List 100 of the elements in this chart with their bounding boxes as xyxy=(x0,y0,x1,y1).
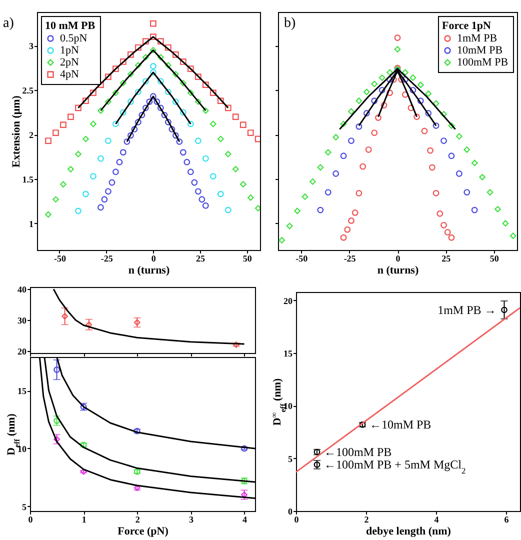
point xyxy=(128,70,134,78)
point xyxy=(417,82,424,88)
annotation: 1mM PB → xyxy=(438,302,496,317)
point xyxy=(202,202,209,209)
point xyxy=(471,206,478,214)
point xyxy=(82,98,89,104)
x-tick-label: 6 xyxy=(504,514,510,524)
point xyxy=(180,109,186,116)
point xyxy=(232,114,239,120)
point xyxy=(54,436,60,442)
point xyxy=(352,210,358,216)
point xyxy=(198,196,206,203)
point xyxy=(150,20,156,27)
point xyxy=(471,160,478,166)
point xyxy=(146,98,153,105)
point xyxy=(194,138,202,144)
point xyxy=(247,130,254,136)
point xyxy=(344,226,351,233)
point xyxy=(98,204,104,211)
point xyxy=(157,104,164,112)
point xyxy=(128,132,134,139)
legend-title: Force 1pN xyxy=(442,20,492,32)
point xyxy=(421,128,428,134)
point xyxy=(210,90,216,96)
point xyxy=(356,123,362,130)
point xyxy=(386,69,393,76)
point xyxy=(436,210,444,217)
point xyxy=(128,51,134,58)
point xyxy=(386,90,393,96)
legend-label: 0.5pN xyxy=(60,32,88,44)
point xyxy=(494,206,501,212)
point xyxy=(161,112,168,118)
y-tick-label: 20 xyxy=(18,346,27,356)
point xyxy=(52,130,59,136)
point xyxy=(432,122,440,129)
point xyxy=(394,34,401,41)
y-tick-label: 15 xyxy=(18,386,27,396)
point xyxy=(378,74,386,81)
point xyxy=(68,114,74,120)
x-axis-title: n (turns) xyxy=(128,264,170,276)
point xyxy=(120,80,126,86)
point xyxy=(224,104,232,112)
point xyxy=(168,126,176,132)
point xyxy=(191,179,198,186)
point xyxy=(112,120,119,128)
point xyxy=(278,237,286,244)
point xyxy=(440,222,447,228)
point xyxy=(112,66,119,72)
y-tick-label: 3 xyxy=(29,41,34,52)
y-tick-label: 20 xyxy=(284,296,293,306)
point xyxy=(348,218,354,224)
y-tick-label: 5 xyxy=(288,454,293,464)
point xyxy=(60,122,66,128)
point xyxy=(172,51,179,58)
point xyxy=(194,188,202,195)
point xyxy=(332,134,340,140)
point xyxy=(371,130,378,136)
point xyxy=(402,76,408,83)
x-tick-label: 0 xyxy=(151,254,156,264)
point xyxy=(217,136,224,142)
x-tick-label: -25 xyxy=(344,254,356,264)
x-tick-label: 50 xyxy=(242,254,252,264)
point xyxy=(402,91,408,98)
point xyxy=(172,132,179,139)
legend-label: 1mM PB xyxy=(457,32,498,44)
x-axis-title: debye length (nm) xyxy=(366,526,452,538)
point xyxy=(332,170,340,177)
point xyxy=(432,190,440,196)
x-tick-label: -50 xyxy=(296,254,308,264)
point xyxy=(217,190,224,198)
point xyxy=(324,149,332,156)
point xyxy=(210,120,216,128)
point xyxy=(502,220,509,227)
x-tick-label: 25 xyxy=(196,254,206,264)
point xyxy=(150,46,156,54)
point xyxy=(410,86,416,94)
legend-label: 100mM PB xyxy=(457,56,508,68)
point xyxy=(184,158,190,166)
point xyxy=(202,107,209,114)
point xyxy=(90,120,96,128)
point xyxy=(232,166,239,172)
point xyxy=(378,86,386,94)
legend-title: 10 mM PB xyxy=(45,20,96,32)
point xyxy=(348,138,354,144)
point xyxy=(417,98,424,104)
point xyxy=(448,152,455,160)
point xyxy=(164,44,172,51)
point xyxy=(394,46,401,52)
legend-label: 1pN xyxy=(60,44,79,56)
point xyxy=(202,82,209,88)
y-tick-label: 1 xyxy=(29,218,34,229)
x-tick-label: 0 xyxy=(396,254,401,264)
point xyxy=(310,178,316,185)
y-tick-label: 1.5 xyxy=(22,174,34,184)
point xyxy=(112,90,119,96)
point xyxy=(164,62,172,68)
y-tick-label: 10 xyxy=(18,444,27,454)
point xyxy=(340,120,347,128)
point xyxy=(194,98,202,105)
point xyxy=(194,74,202,80)
